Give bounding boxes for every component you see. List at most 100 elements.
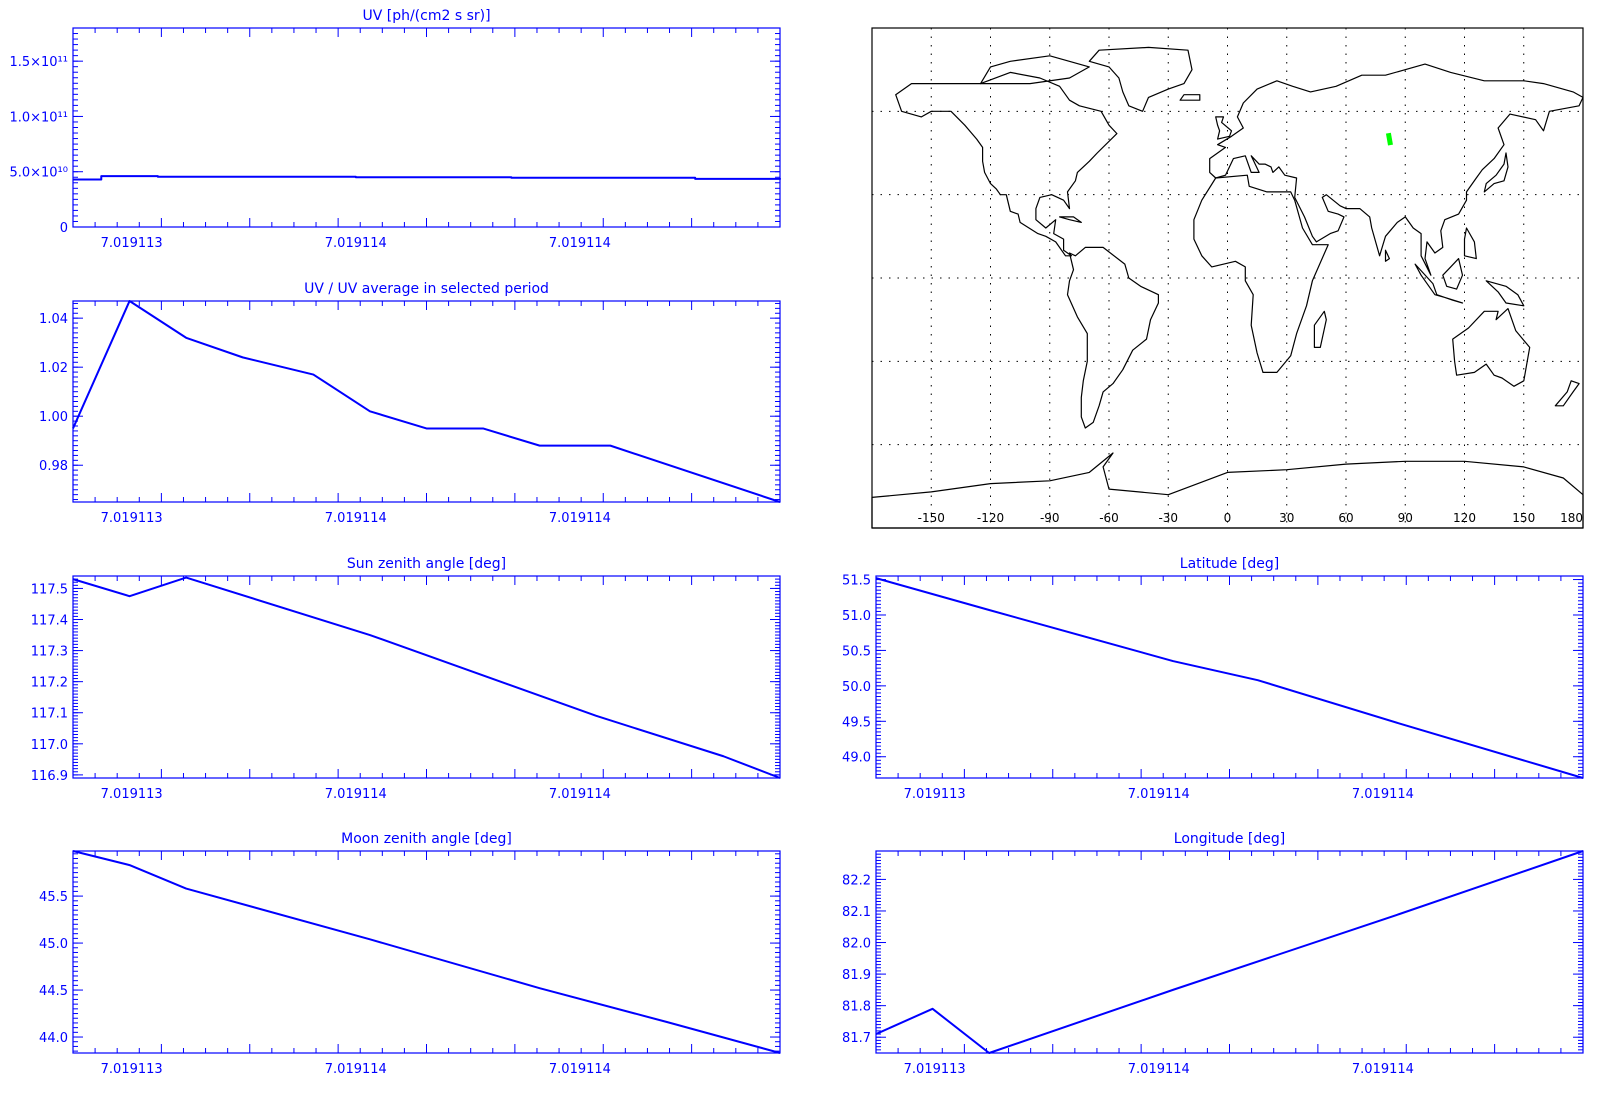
y-tick-label: 1.0×10¹¹ <box>9 110 68 125</box>
series-line <box>875 577 1584 779</box>
y-tick-label: 117.2 <box>31 676 68 691</box>
series-line <box>72 300 781 503</box>
coastline-indonesia <box>1414 263 1464 304</box>
chart-uv-ratio: UV / UV average in selected period 0.98 1.… <box>39 281 781 526</box>
plot-frame <box>72 575 781 779</box>
y-tick-label: 81.9 <box>842 968 871 983</box>
coastline-antarctica <box>871 452 1584 529</box>
chart-sun-zenith: Sun zenith angle [deg] 116.9 117.0 117.1 117… <box>31 556 781 802</box>
y-tick-label: 1.00 <box>39 410 68 425</box>
y-tick-label: 116.9 <box>31 769 68 784</box>
y-tick-label: 49.5 <box>842 715 871 730</box>
map-lon-label: 0 <box>1224 511 1232 525</box>
coastline-philippines <box>1463 227 1477 260</box>
chart-latitude: Latitude [deg] 49.0 49.5 50.0 50.5 51.0 51.5 7.… <box>842 556 1584 802</box>
y-tick-label: 117.5 <box>31 582 68 597</box>
map-lon-label: 120 <box>1453 511 1476 525</box>
plot-frame <box>72 27 781 228</box>
x-tick-label: 7.019114 <box>1128 787 1190 802</box>
y-tick-label: 50.5 <box>842 644 871 659</box>
coastline-new-zealand <box>1554 380 1580 407</box>
x-tick-label: 7.019113 <box>904 787 966 802</box>
chart-longitude: Longitude [deg] 81.7 81.8 81.9 82.0 82.1 82.2 7… <box>842 831 1584 1077</box>
series-line <box>73 175 781 181</box>
y-tick-label: 82.0 <box>842 937 871 952</box>
y-tick-label: 51.0 <box>842 609 871 624</box>
x-tick-label: 7.019114 <box>325 236 387 251</box>
chart-title: Sun zenith angle [deg] <box>347 556 506 572</box>
y-tick-label: 117.1 <box>31 707 68 722</box>
coastline-greenland <box>1088 46 1193 112</box>
map-lon-label: -30 <box>1158 511 1178 525</box>
chart-title: Latitude [deg] <box>1180 556 1279 572</box>
coastline-eurasia <box>1209 63 1584 276</box>
x-tick-label: 7.019113 <box>101 1062 163 1077</box>
y-tick-label: 81.8 <box>842 1000 871 1015</box>
map-lon-label: 180 <box>1560 511 1583 525</box>
y-tick-label: 45.5 <box>39 890 68 905</box>
y-tick-label: 49.0 <box>842 751 871 766</box>
series-line <box>875 850 1584 1054</box>
coastline-japan <box>1483 152 1509 193</box>
x-tick-label: 7.019114 <box>325 511 387 526</box>
plot-frame <box>72 850 781 1054</box>
x-tick-label: 7.019114 <box>1352 1062 1414 1077</box>
coastline-africa <box>1193 174 1329 373</box>
x-tick-label: 7.019114 <box>549 1062 611 1077</box>
series-line <box>72 576 781 779</box>
y-tick-label: 44.0 <box>39 1031 68 1046</box>
satellite-position-marker <box>1385 132 1393 146</box>
plot-frame <box>875 575 1584 779</box>
plot-frame <box>875 850 1584 1054</box>
coastline-borneo <box>1442 258 1464 290</box>
y-tick-label: 51.5 <box>842 574 871 589</box>
chart-title: UV [ph/(cm2 s sr)] <box>362 8 490 24</box>
coastline-cuba <box>1058 216 1082 223</box>
map-lon-label: -150 <box>918 511 945 525</box>
y-tick-label: 82.1 <box>842 905 871 920</box>
x-tick-label: 7.019113 <box>904 1062 966 1077</box>
coastline-australia <box>1452 308 1531 387</box>
x-tick-label: 7.019113 <box>101 511 163 526</box>
x-tick-label: 7.019113 <box>101 787 163 802</box>
y-tick-label: 0 <box>60 221 68 236</box>
coastline-sri-lanka <box>1384 249 1391 262</box>
x-tick-label: 7.019114 <box>1128 1062 1190 1077</box>
coastline-new-guinea <box>1485 280 1525 307</box>
chart-uv: UV [ph/(cm2 s sr)] 0 5.0×10¹⁰ 1.0×10¹¹ 1.5×1… <box>9 8 781 251</box>
coastline-arctic-islands <box>979 55 1090 85</box>
map-lon-label: 60 <box>1338 511 1353 525</box>
map-lon-label: 90 <box>1398 511 1413 525</box>
plot-frame <box>72 300 781 503</box>
x-tick-label: 7.019113 <box>101 236 163 251</box>
map-lon-label: -60 <box>1099 511 1119 525</box>
y-tick-label: 81.7 <box>842 1031 871 1046</box>
y-tick-label: 1.5×10¹¹ <box>9 55 68 70</box>
y-tick-label: 44.5 <box>39 984 68 999</box>
y-tick-label: 0.98 <box>39 459 68 474</box>
chart-moon-zenith: Moon zenith angle [deg] 44.0 44.5 45.0 45.5 7… <box>39 831 781 1077</box>
coastline-uk <box>1215 116 1233 140</box>
x-tick-label: 7.019114 <box>1352 787 1414 802</box>
x-tick-label: 7.019114 <box>549 787 611 802</box>
map-lon-label: -120 <box>977 511 1004 525</box>
y-tick-label: 117.0 <box>31 738 68 753</box>
x-tick-label: 7.019114 <box>325 787 387 802</box>
coastline-iceland <box>1179 94 1201 101</box>
y-tick-label: 1.02 <box>39 361 68 376</box>
series-line <box>72 850 781 1054</box>
y-tick-label: 45.0 <box>39 937 68 952</box>
coastline-north-america <box>895 71 1118 257</box>
y-tick-label: 117.4 <box>31 614 68 629</box>
y-tick-label: 117.3 <box>31 645 68 660</box>
y-tick-label: 5.0×10¹⁰ <box>9 166 68 181</box>
x-tick-label: 7.019114 <box>549 511 611 526</box>
chart-title: Moon zenith angle [deg] <box>341 831 512 847</box>
map-lon-label: -90 <box>1040 511 1060 525</box>
world-map: -150 -120 -90 -60 -30 0 30 60 90 120 150 180 <box>871 27 1584 529</box>
coastline-south-america <box>1066 246 1160 429</box>
y-tick-label: 82.2 <box>842 873 871 888</box>
map-lon-label: 150 <box>1512 511 1535 525</box>
x-tick-label: 7.019114 <box>325 1062 387 1077</box>
